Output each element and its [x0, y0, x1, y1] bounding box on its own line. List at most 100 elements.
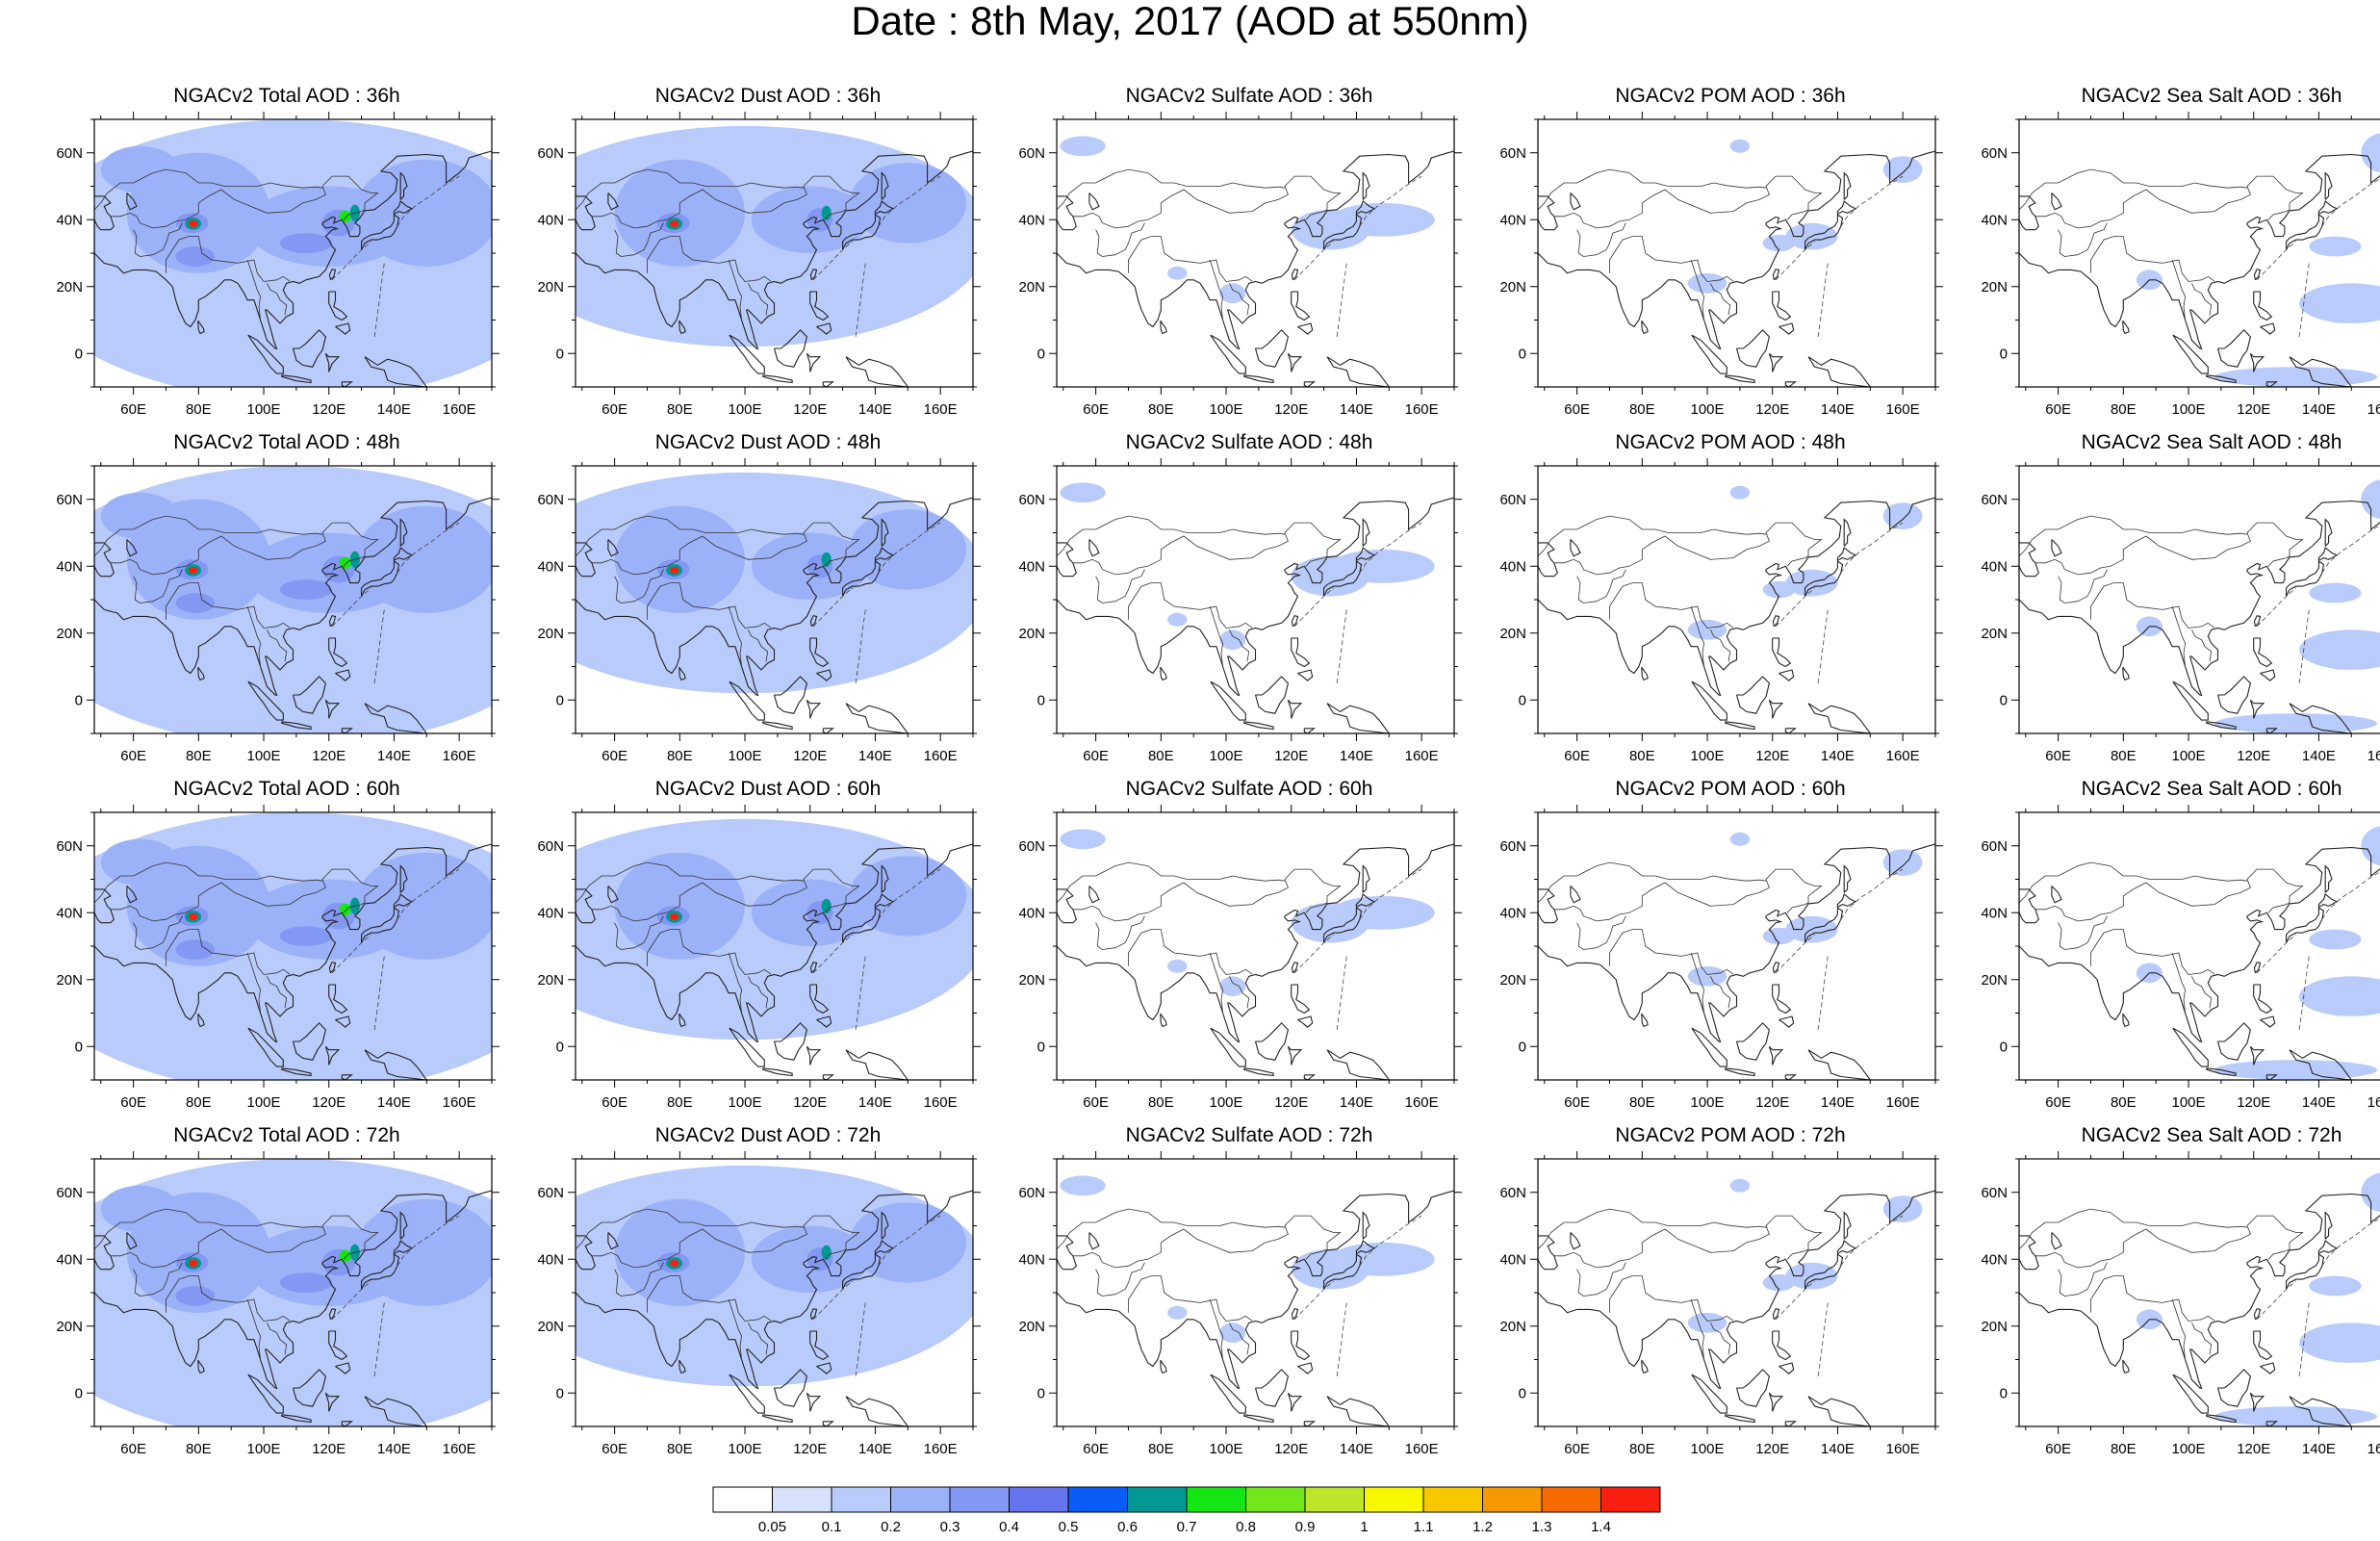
coastline	[2253, 615, 2262, 628]
colorbar-label: 0.9	[1295, 1519, 1316, 1535]
coastline	[2324, 864, 2333, 893]
lon-tick-label: 120E	[1755, 748, 1789, 764]
country-border	[647, 929, 772, 975]
lon-tick-label: 100E	[1210, 748, 1243, 764]
panel-title: NGACv2 Sulfate AOD : 60h	[1125, 778, 1373, 800]
coastline	[1641, 320, 1649, 335]
lat-tick-label: 0	[1519, 692, 1526, 708]
coastline	[2286, 559, 2325, 597]
lon-tick-label: 120E	[312, 748, 345, 764]
aod-plume	[1762, 580, 1796, 599]
coastline	[762, 721, 793, 731]
lon-tick-label: 160E	[924, 401, 958, 418]
lat-tick-label: 40N	[1981, 905, 2008, 921]
country-border	[748, 629, 769, 662]
coastline	[1691, 334, 1727, 374]
lon-tick-label: 80E	[2111, 748, 2137, 764]
coastline	[1160, 1359, 1167, 1374]
country-border	[1609, 582, 1734, 629]
country-border	[748, 976, 769, 1009]
aod-plume	[1219, 629, 1246, 651]
lon-tick-label: 80E	[1148, 1094, 1174, 1111]
map-panel-dust-36h: NGACv2 Dust AOD : 36h 60E 80E 100E 120E 140E 1…	[527, 85, 1009, 431]
map-panel-total-48h: NGACv2 Total AOD : 48h 60E 80E 100E 120E 140E…	[46, 431, 527, 778]
coastline	[1538, 150, 1935, 350]
lon-tick-label: 120E	[2237, 748, 2270, 764]
coastline	[1772, 962, 1780, 974]
country-border	[343, 1250, 362, 1260]
lat-tick-label: 20N	[537, 972, 564, 989]
lon-tick-label: 60E	[120, 1441, 146, 1457]
map-panel-total-60h: NGACv2 Total AOD : 60h 60E 80E 100E 120E 140E…	[46, 778, 527, 1124]
coastline	[1297, 1362, 1314, 1374]
coastline	[881, 1211, 889, 1240]
coastline	[2172, 1027, 2209, 1067]
lon-tick-label: 100E	[1691, 401, 1725, 418]
coastline	[2249, 699, 2265, 719]
coastline	[822, 1421, 835, 1426]
aod-plume	[1762, 927, 1796, 945]
lat-tick-label: 40N	[56, 558, 83, 575]
aod-plume	[2361, 479, 2380, 520]
country-border	[1690, 605, 1705, 667]
lat-tick-label: 40N	[537, 905, 564, 921]
aod-plume	[188, 219, 198, 227]
colorbar-swatch	[772, 1486, 832, 1513]
lon-tick-label: 120E	[1274, 1094, 1308, 1111]
coastline	[2260, 322, 2276, 335]
aod-plume	[188, 1259, 198, 1267]
lon-tick-label: 80E	[667, 401, 693, 418]
coastline	[247, 334, 284, 374]
country-border	[1553, 175, 1823, 229]
lat-tick-label: 0	[556, 1385, 564, 1401]
coastline	[1768, 1045, 1784, 1066]
lat-tick-label: 40N	[56, 1251, 83, 1268]
lon-tick-label: 160E	[2367, 401, 2380, 418]
coastline	[1210, 681, 1246, 721]
coastline	[335, 669, 351, 681]
island-chain	[855, 263, 866, 337]
coastline	[2206, 374, 2237, 384]
coastline	[1355, 200, 1376, 215]
coastline	[809, 269, 818, 281]
lat-tick-label: 60N	[1499, 1185, 1526, 1201]
panel-title: NGACv2 Sea Salt AOD : 72h	[2081, 1124, 2342, 1146]
coastline	[1160, 320, 1167, 335]
lat-tick-label: 40N	[1981, 212, 2008, 228]
coastline	[1807, 703, 1871, 733]
lon-tick-label: 60E	[1083, 748, 1109, 764]
lon-tick-label: 160E	[924, 1441, 958, 1457]
coastline	[292, 1022, 327, 1061]
lon-tick-label: 160E	[1405, 1441, 1439, 1457]
lat-tick-label: 0	[1519, 1385, 1526, 1401]
country-border	[1710, 1323, 1731, 1355]
country-border	[824, 1250, 843, 1260]
lon-tick-label: 140E	[1821, 1441, 1855, 1457]
coastline	[1210, 1374, 1246, 1414]
coastline	[678, 1359, 686, 1374]
lon-tick-label: 140E	[1821, 401, 1855, 418]
coastline	[292, 1369, 327, 1407]
coastline	[126, 1232, 138, 1250]
colorbar-swatch	[831, 1486, 891, 1513]
country-border	[1072, 522, 1342, 576]
coastline	[1291, 291, 1311, 321]
panel-title: NGACv2 Dust AOD : 60h	[654, 778, 882, 800]
panel-title: NGACv2 Total AOD : 60h	[173, 778, 400, 800]
lon-tick-label: 140E	[2302, 1094, 2336, 1111]
coastline	[809, 962, 818, 974]
coastline	[576, 150, 973, 350]
coastline	[816, 1015, 832, 1028]
country-border	[267, 1323, 288, 1355]
coastline	[361, 906, 400, 943]
lon-tick-label: 120E	[2237, 1094, 2270, 1111]
country-border	[246, 1298, 262, 1360]
lat-tick-label: 0	[556, 1039, 564, 1055]
aod-plume	[669, 1259, 679, 1267]
lon-tick-label: 100E	[1210, 401, 1243, 418]
lat-tick-label: 40N	[1018, 212, 1045, 228]
coastline	[1843, 864, 1852, 893]
lat-tick-label: 20N	[1981, 279, 2008, 295]
coastline	[126, 886, 138, 904]
lat-tick-label: 60N	[537, 1185, 564, 1201]
